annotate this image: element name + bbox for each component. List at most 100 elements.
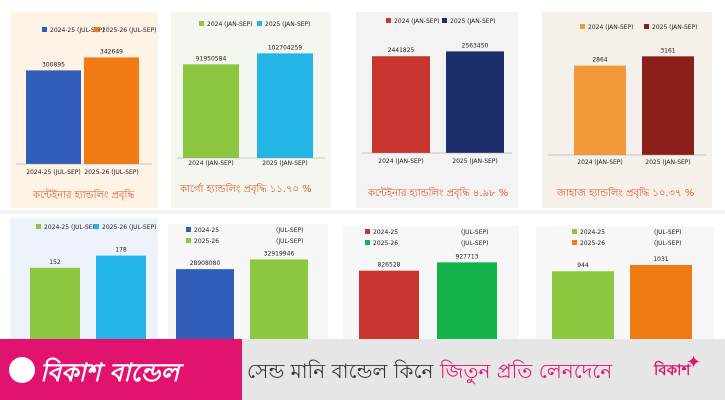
legend-period-label: (JUL-SEP) [654,229,681,236]
caption-4: জাহাজ হ্যান্ডলিং প্রবৃদ্ধি ১০.৩৭ % [557,188,695,199]
bar [446,51,504,154]
chart-2-svg: 2024 (JAN-SEP) 2025 (JAN-SEP) 91950584 2024… [177,21,325,167]
legend-period-label: (JUL-SEP) [276,238,303,245]
bar [183,64,239,158]
caption-1: কন্টেইনার হ্যান্ডলিং প্রবৃদ্ধি [33,190,135,201]
legend-label: 2024 (JAN-SEP) [588,24,634,31]
bar [630,264,692,339]
bar [359,270,419,339]
legend-label: 2024-25 [580,229,605,236]
bar [642,56,694,155]
legend-swatch [365,229,370,234]
chart-7-svg: 2024-25 (JUL-SEP) 2025-26 (JUL-SEP) 826528 92… [359,229,497,339]
bird-icon: ✦ [686,352,702,373]
legend-swatch [386,18,391,23]
legend-period-label: (JUL-SEP) [654,240,681,247]
bar [372,56,430,153]
chart-panel-8: 2024-25 (JUL-SEP) 2025-26 (JUL-SEP) 944 1031 [536,226,714,339]
ad-tagline-main: সেন্ড মানি বান্ডেল কিনে [247,359,440,383]
chart-panel-2: 2024 (JAN-SEP) 2025 (JAN-SEP) 91950584 2024… [171,12,331,208]
x-tick-label: 2025 (JAN-SEP) [262,160,308,167]
legend-swatch [199,21,204,26]
chart-panel-3: 2024 (JAN-SEP) 2025 (JAN-SEP) 2441825 2024 … [356,12,518,208]
bar [96,255,146,339]
legend-swatch [442,18,447,23]
bar [26,70,81,164]
chart-6-svg: 2024-25 (JUL-SEP) 2025-26 (JUL-SEP) 28908080… [176,227,308,339]
legend-label: 2025-26 [373,240,398,247]
bar [574,65,626,155]
chart-panel-7: 2024-25 (JUL-SEP) 2025-26 (JUL-SEP) 826528 92… [343,226,519,339]
ad-logo-text: বিকাশ [654,361,691,379]
legend-label: 2025-26 (JUL-SEP) [102,27,156,34]
x-tick-label: 2024 (JAN-SEP) [378,158,424,165]
legend-period-label: (JUL-SEP) [461,240,488,247]
x-tick-label: 2025 (JAN-SEP) [452,158,498,165]
legend-swatch [94,224,99,229]
legend-swatch [572,229,577,234]
row-divider [0,210,725,214]
legend-swatch [644,24,649,29]
caption-3: কন্টেইনার হ্যান্ডলিং প্রবৃদ্ধি ৪.৯৮ % [368,188,509,199]
legend-label: 2024-25 (JUL-SEP) [44,224,98,231]
bar-value-label: 152 [49,259,61,266]
legend-label: 2025-26 [194,238,219,245]
chart-panel-1: 2024-25 (JUL-SEP) 2025-26 (JUL-SEP) 300895… [10,12,158,208]
chart-panel-6: 2024-25 (JUL-SEP) 2025-26 (JUL-SEP) 28908080… [168,224,328,339]
x-tick-label: 2024 (JAN-SEP) [577,159,623,166]
bar [552,271,614,339]
legend-label: 2024 (JAN-SEP) [207,21,253,28]
chart-panel-5: 2024-25 (JUL-SEP) 2025-26 (JUL-SEP) 152 178 [10,218,158,339]
legend-label: 2025-26 (JUL-SEP) [102,224,156,231]
legend-swatch [365,240,370,245]
chart-panel-4: 2024 (JAN-SEP) 2025 (JAN-SEP) 2864 2024 (JA… [542,12,712,208]
chart-5-svg: 2024-25 (JUL-SEP) 2025-26 (JUL-SEP) 152 178 [30,224,156,339]
bar-value-label: 2563450 [462,42,489,49]
chart-4-svg: 2024 (JAN-SEP) 2025 (JAN-SEP) 2864 2024 (JA… [548,24,706,166]
chart-1-svg: 2024-25 (JUL-SEP)2025-26 (JUL-SEP)300895… [16,27,156,176]
legend-label: 2024 (JAN-SEP) [394,18,440,25]
bar-value-label: 342649 [100,48,123,55]
chart-3-svg: 2024 (JAN-SEP) 2025 (JAN-SEP) 2441825 2024 … [362,18,512,165]
bar-value-label: 927713 [456,253,479,260]
bar-value-label: 178 [115,247,127,254]
bar-value-label: 1031 [653,256,668,263]
bar-value-label: 32919946 [264,250,295,257]
x-tick-label: 2025-26 (JUL-SEP) [84,169,138,176]
bkash-logo-icon [9,357,35,383]
legend-swatch [580,24,585,29]
legend-label: 2025 (JAN-SEP) [652,24,698,31]
legend-label: 2024-25 [194,227,219,234]
legend-label: 2024-25 (JUL-SEP) [50,27,104,34]
legend-swatch [186,238,191,243]
caption-2: কার্গো হ্যান্ডলিং প্রবৃদ্ধি ১১.৭০ % [180,184,312,195]
bar-value-label: 2441825 [388,47,415,54]
ad-banner[interactable]: বিকাশ বান্ডেল সেন্ড মানি বান্ডেল কিনে জি… [0,339,725,400]
legend-label: 2024-25 [373,229,398,236]
x-tick-label: 2024-25 (JUL-SEP) [26,169,80,176]
legend-swatch [186,227,191,232]
legend-label: 2025 (JAN-SEP) [265,21,311,28]
legend-swatch [257,21,262,26]
bar [250,259,308,339]
ad-tagline-highlight: জিতুন প্রতি লেনদেনে [439,359,613,383]
bar [437,262,497,339]
legend-swatch [42,27,47,32]
ad-brand-block[interactable]: বিকাশ বান্ডেল [0,339,242,400]
bar-value-label: 2864 [592,57,607,64]
x-tick-label: 2024 (JAN-SEP) [188,160,234,167]
legend-period-label: (JUL-SEP) [461,229,488,236]
bar [257,53,313,158]
legend-swatch [94,27,99,32]
legend-period-label: (JUL-SEP) [276,227,303,234]
bar-value-label: 3161 [660,47,675,54]
legend-label: 2025 (JAN-SEP) [450,18,496,25]
bar [176,269,234,339]
bar-value-label: 91950584 [196,55,227,62]
bar-value-label: 28908080 [190,260,221,267]
bar [84,57,139,165]
ad-tagline: সেন্ড মানি বান্ডেল কিনে জিতুন প্রতি লেনদ… [247,357,612,390]
legend-swatch [572,240,577,245]
bar-value-label: 826528 [378,262,401,269]
legend-swatch [36,224,41,229]
